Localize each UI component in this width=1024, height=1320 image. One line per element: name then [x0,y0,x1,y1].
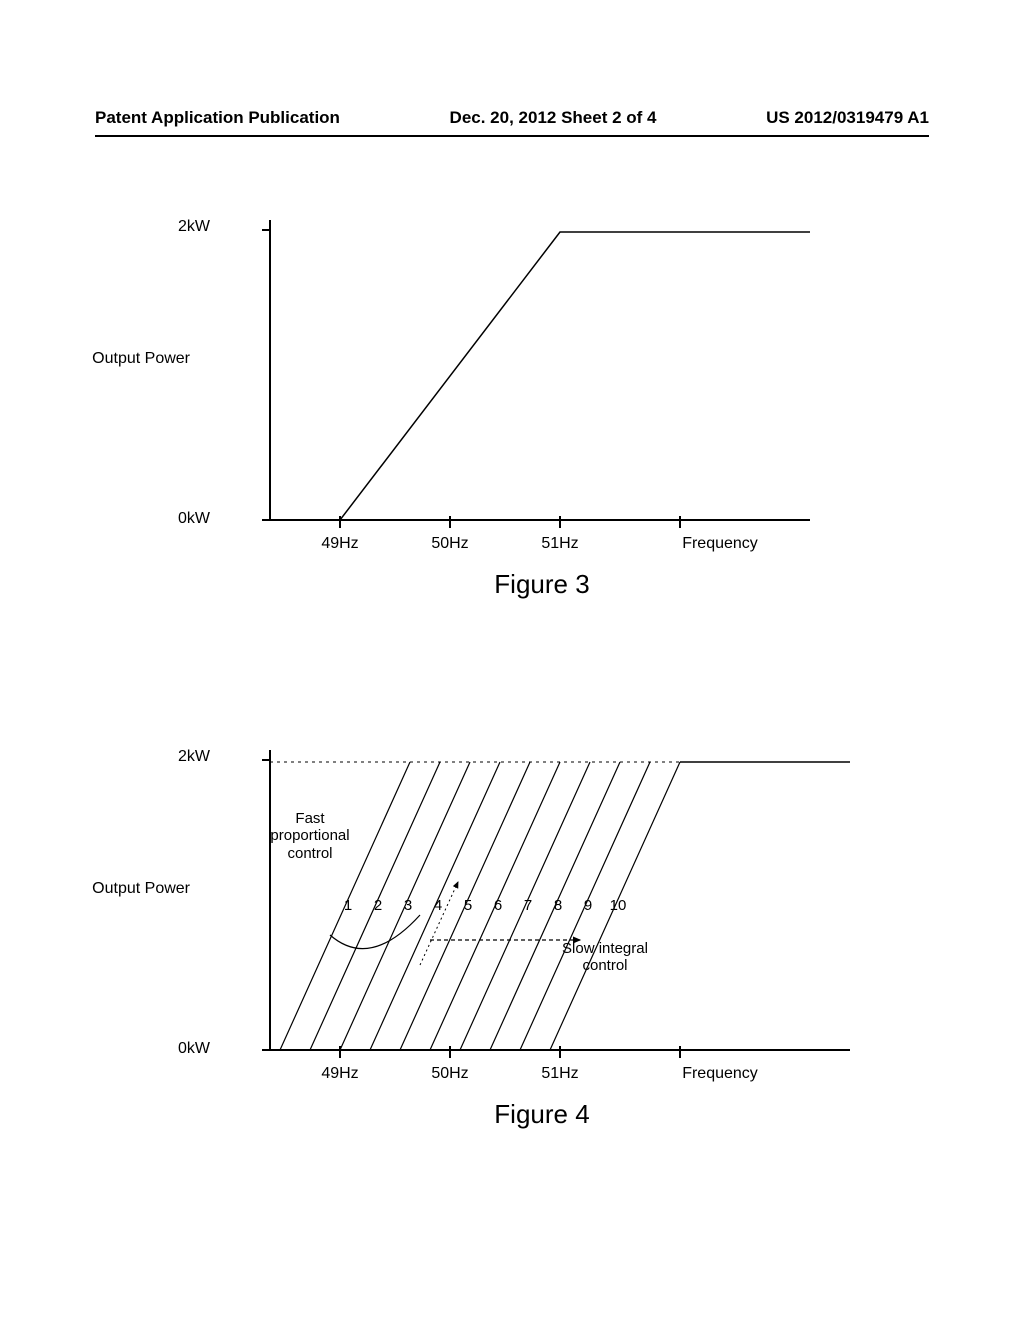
svg-text:1: 1 [344,897,352,914]
fig4-xtick-51: 51Hz [541,1065,578,1083]
fig4-xtick-50: 50Hz [431,1065,468,1083]
svg-text:8: 8 [554,897,562,914]
svg-text:3: 3 [404,897,412,914]
fig4-svg: 1 2 3 4 5 6 7 8 9 10 [120,740,900,1080]
svg-text:2: 2 [374,897,382,914]
svg-text:4: 4 [434,897,442,914]
fig3-svg [120,210,860,550]
fig3-xtick-49: 49Hz [321,535,358,553]
header-rule [95,135,929,137]
page-header: Patent Application Publication Dec. 20, … [95,108,929,128]
fig4-caption: Figure 4 [120,1099,964,1130]
fig3-ytick-2kw: 2kW [110,218,210,236]
figure-4: 2kW Output Power 0kW Fastproportionalcon… [120,740,964,1195]
fig3-xtick-51: 51Hz [541,535,578,553]
fig4-xtick-49: 49Hz [321,1065,358,1083]
header-right: US 2012/0319479 A1 [766,108,929,128]
fig4-annot-slow: Slow integralcontrol [550,940,660,975]
header-left: Patent Application Publication [95,108,340,128]
svg-text:9: 9 [584,897,592,914]
fig4-x-axis-label: Frequency [682,1065,758,1083]
fig3-y-axis-label: Output Power [50,350,190,368]
svg-text:10: 10 [610,897,627,914]
fig3-ytick-0kw: 0kW [110,510,210,528]
svg-text:7: 7 [524,897,532,914]
fig3-x-axis-label: Frequency [682,535,758,553]
fig4-y-axis-label: Output Power [50,880,190,898]
svg-text:6: 6 [494,897,502,914]
header-center: Dec. 20, 2012 Sheet 2 of 4 [450,108,657,128]
fig3-xtick-50: 50Hz [431,535,468,553]
fig4-annot-fast: Fastproportionalcontrol [260,810,360,862]
fig3-caption: Figure 3 [120,569,964,600]
figure-3: 2kW Output Power 0kW 49Hz 50Hz 51Hz Freq… [120,210,964,665]
svg-text:5: 5 [464,897,472,914]
fig4-ytick-0kw: 0kW [110,1040,210,1058]
fig4-ytick-2kw: 2kW [110,748,210,766]
